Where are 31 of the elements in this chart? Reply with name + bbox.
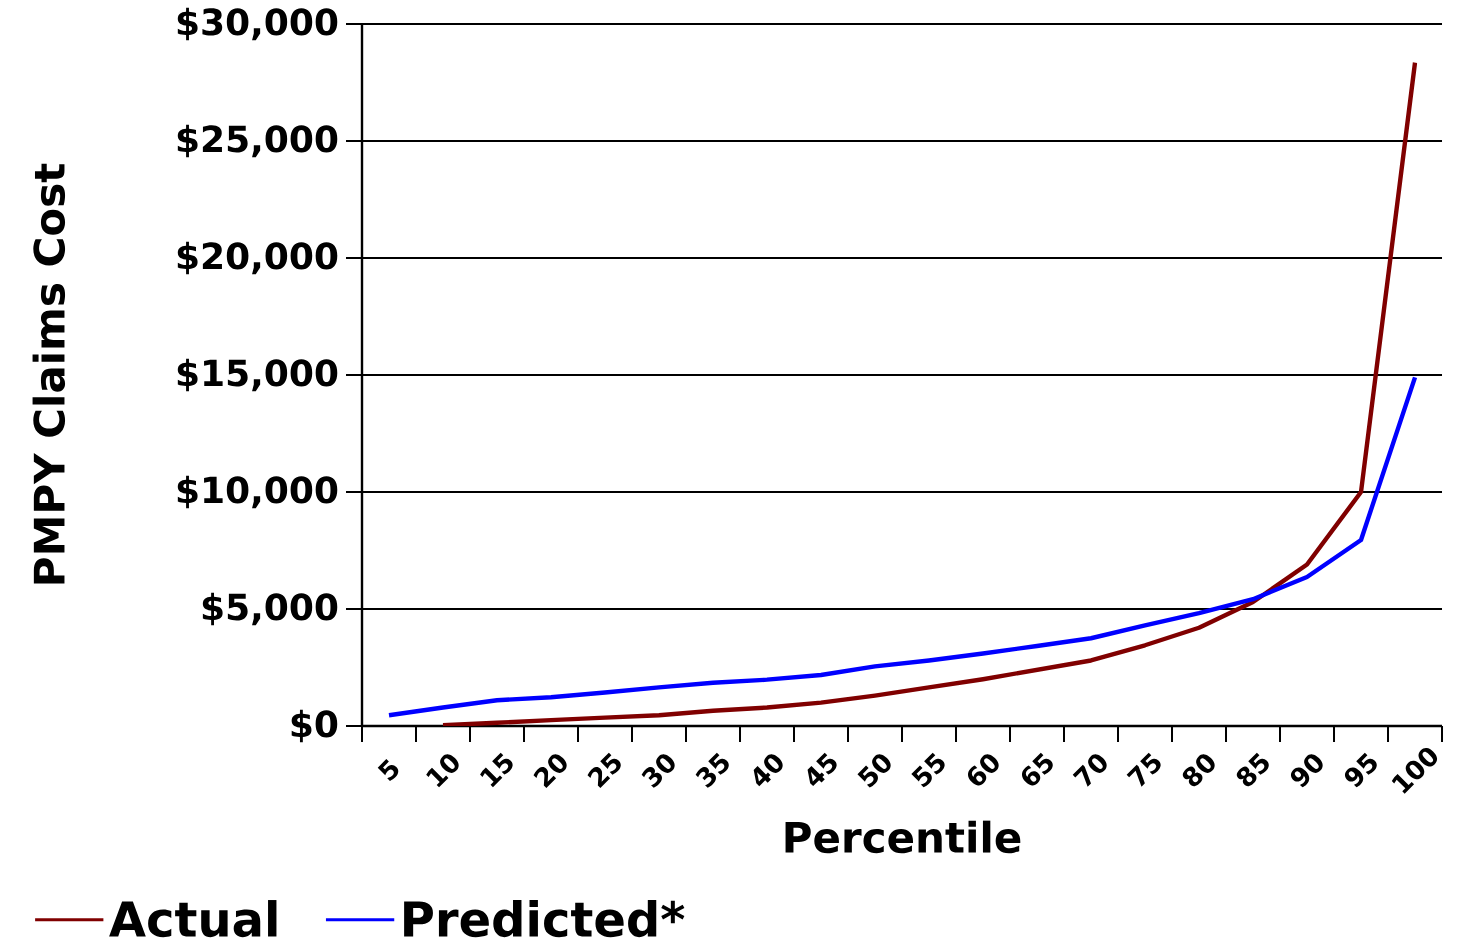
x-axis-title: Percentile [785,820,1021,854]
x-tick-label: 25 [587,752,621,789]
y-tick-label: $10,000 [177,475,338,509]
y-tick-label: $0 [291,709,338,743]
y-tick-label: $25,000 [177,124,338,158]
x-tick-label: 90 [1290,754,1323,788]
x-tick-label: 80 [1182,754,1215,787]
y-tick-label: $20,000 [177,241,338,275]
y-axis-title: PMPY Claims Cost [32,163,66,584]
line-series [386,375,1418,718]
y-tick-label: $30,000 [177,7,338,41]
x-tick-label: 75 [1126,752,1161,787]
x-tick-label: 15 [480,752,513,788]
x-tick-label: 45 [807,752,837,787]
x-tick-label: 60 [967,754,999,786]
x-tick-label: 95 [1344,752,1377,788]
legend-label: Actual [109,900,277,938]
x-tick-label: 50 [857,754,891,788]
x-tick-label: 20 [533,754,567,789]
y-tick-label: $5,000 [202,592,338,626]
x-tick-label: 55 [911,752,945,788]
x-tick-label: 70 [1072,754,1107,787]
y-tick-label: $15,000 [177,358,338,392]
x-tick-label: 10 [426,754,459,788]
x-tick-label: 85 [1236,752,1269,787]
x-tick-label: 5 [377,759,399,781]
x-tick-label: 40 [753,754,783,787]
legend-label: Predicted* [404,900,685,938]
x-tick-label: 35 [695,752,729,788]
x-tick-label: 30 [641,754,675,788]
x-tick-label: 65 [1021,752,1053,786]
